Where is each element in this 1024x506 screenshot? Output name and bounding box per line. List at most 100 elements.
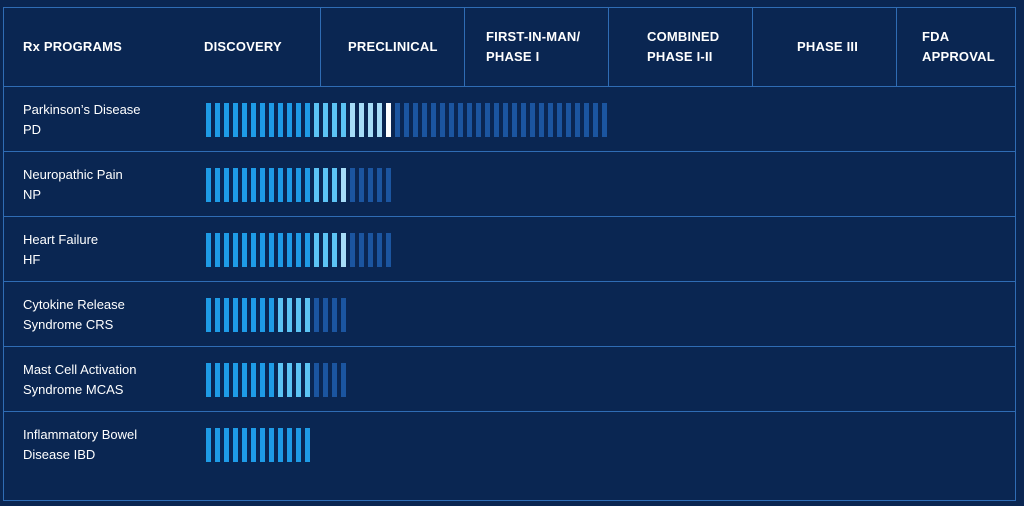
bar-segment-filled bbox=[296, 428, 301, 462]
program-label: Neuropathic Pain NP bbox=[23, 152, 123, 217]
table-row: Mast Cell Activation Syndrome MCAS bbox=[4, 347, 1015, 412]
bar-segment-faded bbox=[584, 103, 589, 137]
bar-segment-filled bbox=[242, 298, 247, 332]
program-abbrev: HF bbox=[23, 251, 41, 267]
bar-segment-faded bbox=[557, 103, 562, 137]
bar-segment-filled bbox=[242, 103, 247, 137]
bar-segment-faded bbox=[575, 103, 580, 137]
bar-segment-faded bbox=[539, 103, 544, 137]
table-row: Inflammatory Bowel Disease IBD bbox=[4, 412, 1015, 477]
bar-segment-filled bbox=[251, 233, 256, 267]
bar-segment-filled bbox=[215, 428, 220, 462]
bar-segment-faded bbox=[368, 168, 373, 202]
program-label: Heart Failure HF bbox=[23, 217, 98, 282]
bar-segment-filled bbox=[368, 103, 373, 137]
bar-segment-faded bbox=[512, 103, 517, 137]
bar-segment-filled bbox=[386, 103, 391, 137]
bar-segment-faded bbox=[323, 363, 328, 397]
bar-segment-filled bbox=[341, 103, 346, 137]
bar-segment-filled bbox=[296, 298, 301, 332]
bar-segment-filled bbox=[224, 103, 229, 137]
bar-segment-filled bbox=[251, 168, 256, 202]
bar-segment-filled bbox=[260, 298, 265, 332]
bar-segment-filled bbox=[215, 103, 220, 137]
bar-segment-faded bbox=[548, 103, 553, 137]
bar-segment-faded bbox=[485, 103, 490, 137]
table-row: Parkinson’s Disease PD bbox=[4, 87, 1015, 152]
bar-segment-faded bbox=[476, 103, 481, 137]
program-name: Heart Failure bbox=[23, 231, 99, 247]
header-phase-i: FIRST-IN-MAN/ PHASE I bbox=[464, 8, 608, 86]
program-name: Neuropathic Pain bbox=[23, 166, 123, 182]
bar-segment-filled bbox=[278, 233, 283, 267]
bar-segment-filled bbox=[323, 168, 328, 202]
bar-segment-filled bbox=[206, 428, 211, 462]
bar-segment-faded bbox=[593, 103, 598, 137]
bar-segment-filled bbox=[260, 103, 265, 137]
bar-segment-filled bbox=[269, 363, 274, 397]
bar-segment-faded bbox=[350, 168, 355, 202]
bar-segment-filled bbox=[224, 168, 229, 202]
bar-segment-faded bbox=[386, 233, 391, 267]
bar-segment-faded bbox=[404, 103, 409, 137]
bar-segment-filled bbox=[260, 428, 265, 462]
bar-segment-filled bbox=[350, 103, 355, 137]
bar-segment-filled bbox=[341, 233, 346, 267]
bar-segment-filled bbox=[206, 298, 211, 332]
bar-segment-filled bbox=[323, 103, 328, 137]
bar-segment-filled bbox=[287, 428, 292, 462]
bar-segment-faded bbox=[377, 233, 382, 267]
program-abbrev: PD bbox=[23, 121, 42, 137]
bar-segment-faded bbox=[494, 103, 499, 137]
bar-segment-filled bbox=[251, 363, 256, 397]
bar-segment-filled bbox=[305, 428, 310, 462]
program-abbrev: Syndrome CRS bbox=[23, 316, 114, 332]
bar-segment-faded bbox=[530, 103, 535, 137]
bar-segment-faded bbox=[332, 363, 337, 397]
bar-segment-filled bbox=[305, 233, 310, 267]
header-combined-phase: COMBINED PHASE I-II bbox=[608, 8, 752, 86]
header-fda-approval: FDA APPROVAL bbox=[896, 8, 1015, 86]
bar-segment-filled bbox=[260, 233, 265, 267]
bar-segment-filled bbox=[215, 298, 220, 332]
program-name: Inflammatory Bowel bbox=[23, 426, 138, 442]
bar-segment-filled bbox=[287, 298, 292, 332]
bar-segment-faded bbox=[602, 103, 607, 137]
bar-segment-faded bbox=[503, 103, 508, 137]
bar-segment-filled bbox=[377, 103, 382, 137]
bar-segment-faded bbox=[350, 233, 355, 267]
bar-segment-filled bbox=[215, 168, 220, 202]
bar-segment-filled bbox=[323, 233, 328, 267]
bar-segment-filled bbox=[296, 103, 301, 137]
program-label: Parkinson’s Disease PD bbox=[23, 87, 141, 152]
bar-segment-filled bbox=[341, 168, 346, 202]
bar-segment-faded bbox=[359, 168, 364, 202]
bar-segment-filled bbox=[305, 363, 310, 397]
bar-segment-faded bbox=[314, 298, 319, 332]
program-label: Mast Cell Activation Syndrome MCAS bbox=[23, 347, 136, 412]
bar-segment-faded bbox=[395, 103, 400, 137]
bar-segment-filled bbox=[224, 363, 229, 397]
bar-segment-filled bbox=[224, 233, 229, 267]
table-header: Rx PROGRAMS DISCOVERY PRECLINICAL FIRST-… bbox=[4, 8, 1015, 87]
bar-segment-filled bbox=[233, 298, 238, 332]
table-row: Neuropathic Pain NP bbox=[4, 152, 1015, 217]
header-preclinical: PRECLINICAL bbox=[320, 8, 464, 86]
bar-segment-filled bbox=[242, 428, 247, 462]
bar-segment-filled bbox=[242, 363, 247, 397]
bar-segment-filled bbox=[233, 103, 238, 137]
bar-segment-filled bbox=[206, 103, 211, 137]
program-name: Parkinson’s Disease bbox=[23, 101, 141, 117]
bar-segment-filled bbox=[296, 363, 301, 397]
bar-segment-filled bbox=[287, 233, 292, 267]
bar-segment-filled bbox=[278, 103, 283, 137]
bar-segment-filled bbox=[242, 233, 247, 267]
bar-segment-filled bbox=[251, 103, 256, 137]
bar-segment-filled bbox=[269, 298, 274, 332]
bar-segment-faded bbox=[431, 103, 436, 137]
bar-segment-filled bbox=[269, 428, 274, 462]
program-name: Cytokine Release bbox=[23, 296, 125, 312]
bar-segment-filled bbox=[296, 233, 301, 267]
bar-segment-filled bbox=[224, 298, 229, 332]
bar-segment-filled bbox=[359, 103, 364, 137]
